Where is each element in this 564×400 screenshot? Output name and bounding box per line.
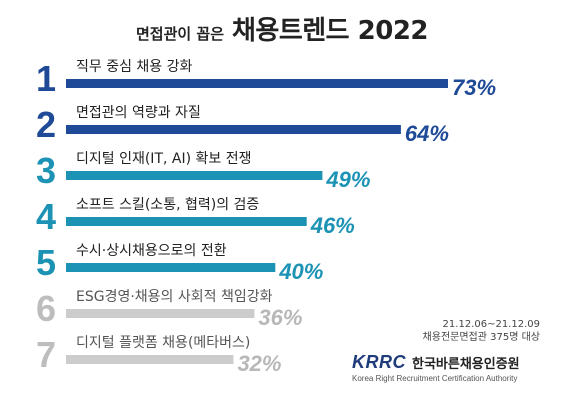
logo-brand: KRRC — [352, 352, 406, 372]
bar — [66, 355, 234, 364]
value-label: 32% — [237, 351, 281, 376]
rank-number: 6 — [36, 288, 56, 329]
bar — [66, 125, 401, 134]
rank-number: 7 — [36, 334, 56, 375]
survey-period: 21.12.06~21.12.09 — [442, 319, 540, 330]
value-label: 46% — [310, 213, 355, 238]
category-label: 수시·상시채용으로의 전환 — [76, 243, 227, 259]
logo-name-en: Korea Right Recruitment Certification Au… — [352, 374, 518, 383]
bar — [66, 217, 307, 226]
category-label: ESG경영·채용의 사회적 책임강화 — [76, 289, 273, 305]
value-label: 40% — [278, 259, 323, 284]
category-label: 면접관의 역량과 자질 — [76, 105, 201, 121]
value-label: 64% — [405, 121, 449, 146]
rank-number: 2 — [36, 104, 56, 145]
rank-number: 3 — [36, 150, 56, 191]
category-label: 소프트 스킬(소통, 협력)의 검증 — [76, 197, 259, 213]
survey-note: 21.12.06~21.12.09 채용전문면접관 375명 대상 — [423, 318, 540, 344]
survey-target: 채용전문면접관 375명 대상 — [422, 332, 540, 343]
title-prefix: 면접관이 꼽은 — [135, 25, 224, 43]
rank-number: 5 — [36, 242, 56, 283]
category-label: 직무 중심 채용 강화 — [76, 59, 193, 75]
category-label: 디지털 플랫폼 채용(메타버스) — [76, 335, 250, 351]
rank-number: 4 — [36, 196, 56, 237]
bar — [66, 171, 323, 180]
value-label: 36% — [258, 305, 302, 330]
bar — [66, 263, 276, 272]
chart-title: 면접관이 꼽은 채용트렌드 2022 — [0, 10, 564, 50]
value-label: 73% — [452, 75, 496, 100]
bar — [66, 79, 448, 88]
rank-number: 1 — [36, 58, 56, 99]
title-main: 채용트렌드 2022 — [232, 16, 429, 46]
krrc-logo: KRRC 한국바른채용인증원 Korea Right Recruitment C… — [352, 352, 542, 383]
bar — [66, 309, 255, 318]
category-label: 디지털 인재(IT, AI) 확보 전쟁 — [76, 151, 251, 167]
value-label: 49% — [325, 167, 370, 192]
logo-name-ko: 한국바른채용인증원 — [412, 357, 520, 372]
